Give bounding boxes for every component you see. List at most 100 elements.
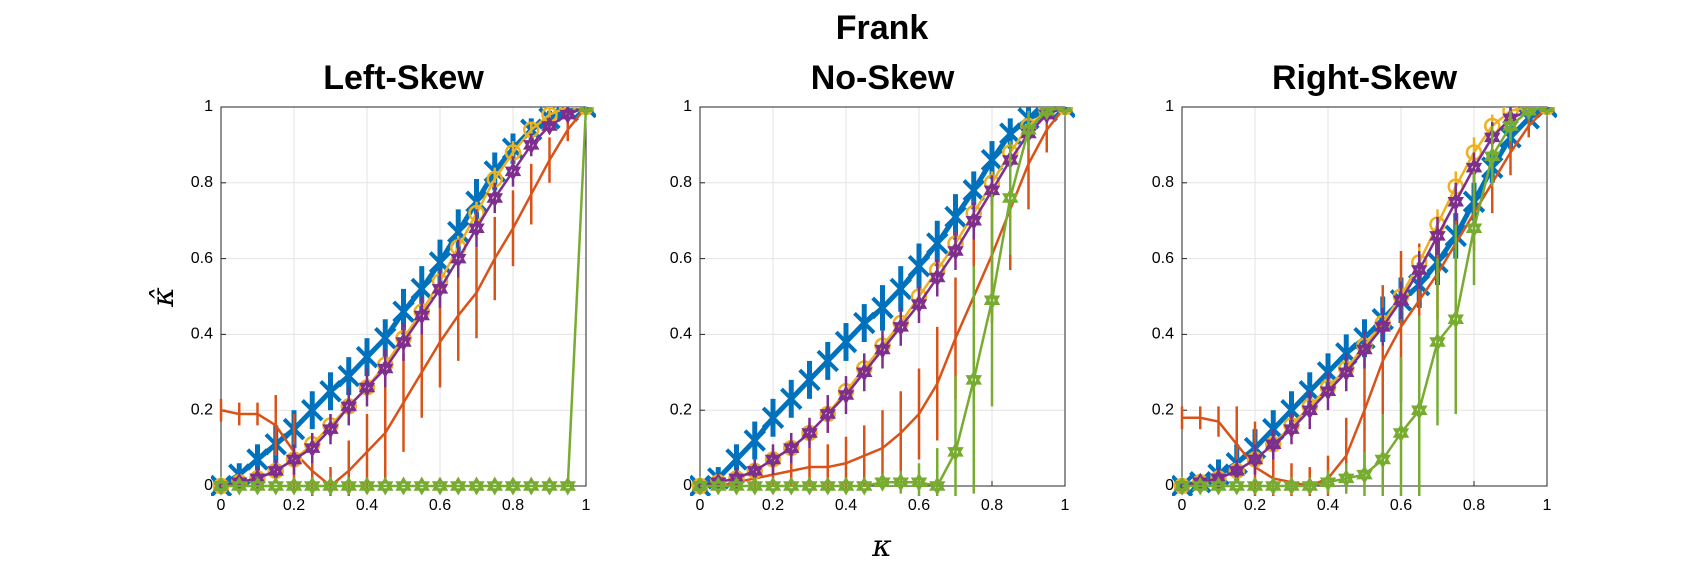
y-tick-label: 1 xyxy=(1165,98,1174,115)
marker xyxy=(783,476,800,496)
marker xyxy=(559,107,576,125)
marker xyxy=(304,438,321,458)
panel-title: No-Skew xyxy=(811,59,955,97)
marker xyxy=(301,398,324,422)
marker xyxy=(983,290,1001,310)
marker xyxy=(285,476,303,496)
x-tick-label: 0.6 xyxy=(429,497,451,514)
marker xyxy=(801,476,818,496)
marker xyxy=(1246,451,1264,468)
x-tick-label: 0.8 xyxy=(981,497,1003,514)
marker xyxy=(541,476,558,496)
marker xyxy=(819,476,836,496)
figure-title: Frank xyxy=(836,9,929,47)
marker xyxy=(1301,400,1318,420)
marker xyxy=(319,380,342,403)
y-tick-label: 0.8 xyxy=(1152,174,1174,191)
marker xyxy=(1465,144,1483,161)
marker xyxy=(1465,218,1483,238)
marker xyxy=(1056,107,1074,117)
marker xyxy=(577,107,595,117)
marker xyxy=(910,294,928,314)
marker xyxy=(450,249,467,269)
marker xyxy=(691,476,709,496)
marker xyxy=(983,180,1001,200)
marker xyxy=(944,205,967,229)
marker xyxy=(1484,117,1501,135)
x-tick-label: 0.4 xyxy=(835,497,857,514)
x-tick-label: 0 xyxy=(217,497,226,514)
marker xyxy=(801,424,818,442)
y-tick-label: 0.8 xyxy=(670,174,692,191)
marker xyxy=(780,387,803,411)
y-tick-label: 1 xyxy=(683,98,692,115)
marker xyxy=(889,277,912,301)
x-tick-label: 1 xyxy=(582,497,591,514)
marker xyxy=(468,218,485,238)
marker xyxy=(486,188,503,208)
marker xyxy=(337,364,360,388)
marker xyxy=(285,451,303,468)
marker xyxy=(340,396,357,416)
marker xyxy=(962,179,985,202)
panel-title: Left-Skew xyxy=(323,59,484,97)
marker xyxy=(267,462,285,480)
marker xyxy=(358,377,376,397)
marker xyxy=(285,449,303,469)
marker xyxy=(1192,476,1209,496)
marker xyxy=(1228,462,1246,480)
marker xyxy=(1429,332,1446,352)
y-tick-label: 0 xyxy=(1165,477,1174,494)
marker xyxy=(267,461,284,481)
marker xyxy=(541,107,558,123)
marker xyxy=(231,476,248,496)
marker xyxy=(1338,362,1355,382)
marker xyxy=(783,439,800,457)
marker xyxy=(450,476,467,496)
marker xyxy=(1392,290,1410,310)
marker xyxy=(410,277,433,301)
marker xyxy=(486,476,503,496)
marker xyxy=(856,362,873,382)
marker xyxy=(249,476,266,496)
marker xyxy=(1429,226,1446,246)
marker xyxy=(246,448,269,471)
panel-title: Right-Skew xyxy=(1272,59,1458,97)
marker xyxy=(764,451,782,468)
marker xyxy=(746,476,763,496)
marker xyxy=(1056,107,1074,116)
marker xyxy=(929,268,946,288)
marker xyxy=(871,296,894,320)
y-tick-label: 1 xyxy=(204,98,213,115)
marker xyxy=(816,349,839,373)
marker xyxy=(798,368,821,392)
marker xyxy=(431,279,449,299)
marker xyxy=(1280,398,1303,422)
marker xyxy=(1265,436,1282,453)
marker xyxy=(1265,434,1282,454)
marker xyxy=(1502,116,1519,136)
marker xyxy=(413,305,430,325)
marker xyxy=(874,472,891,492)
marker xyxy=(431,476,449,496)
marker xyxy=(764,476,782,496)
marker xyxy=(874,340,891,360)
marker xyxy=(853,311,876,335)
marker xyxy=(504,161,522,181)
marker xyxy=(764,449,782,469)
y-tick-label: 0.4 xyxy=(1152,326,1174,343)
x-tick-label: 0.8 xyxy=(502,497,524,514)
marker xyxy=(746,461,763,481)
y-tick-label: 0.4 xyxy=(670,326,692,343)
marker xyxy=(743,429,766,452)
marker xyxy=(910,472,928,492)
marker xyxy=(486,170,504,188)
marker xyxy=(1338,468,1355,488)
marker xyxy=(1356,340,1373,360)
x-tick-label: 0.6 xyxy=(908,497,930,514)
marker xyxy=(1020,120,1037,140)
x-tick-label: 1 xyxy=(1543,497,1552,514)
x-tick-label: 1 xyxy=(1061,497,1070,514)
x-tick-label: 0.4 xyxy=(1317,497,1339,514)
